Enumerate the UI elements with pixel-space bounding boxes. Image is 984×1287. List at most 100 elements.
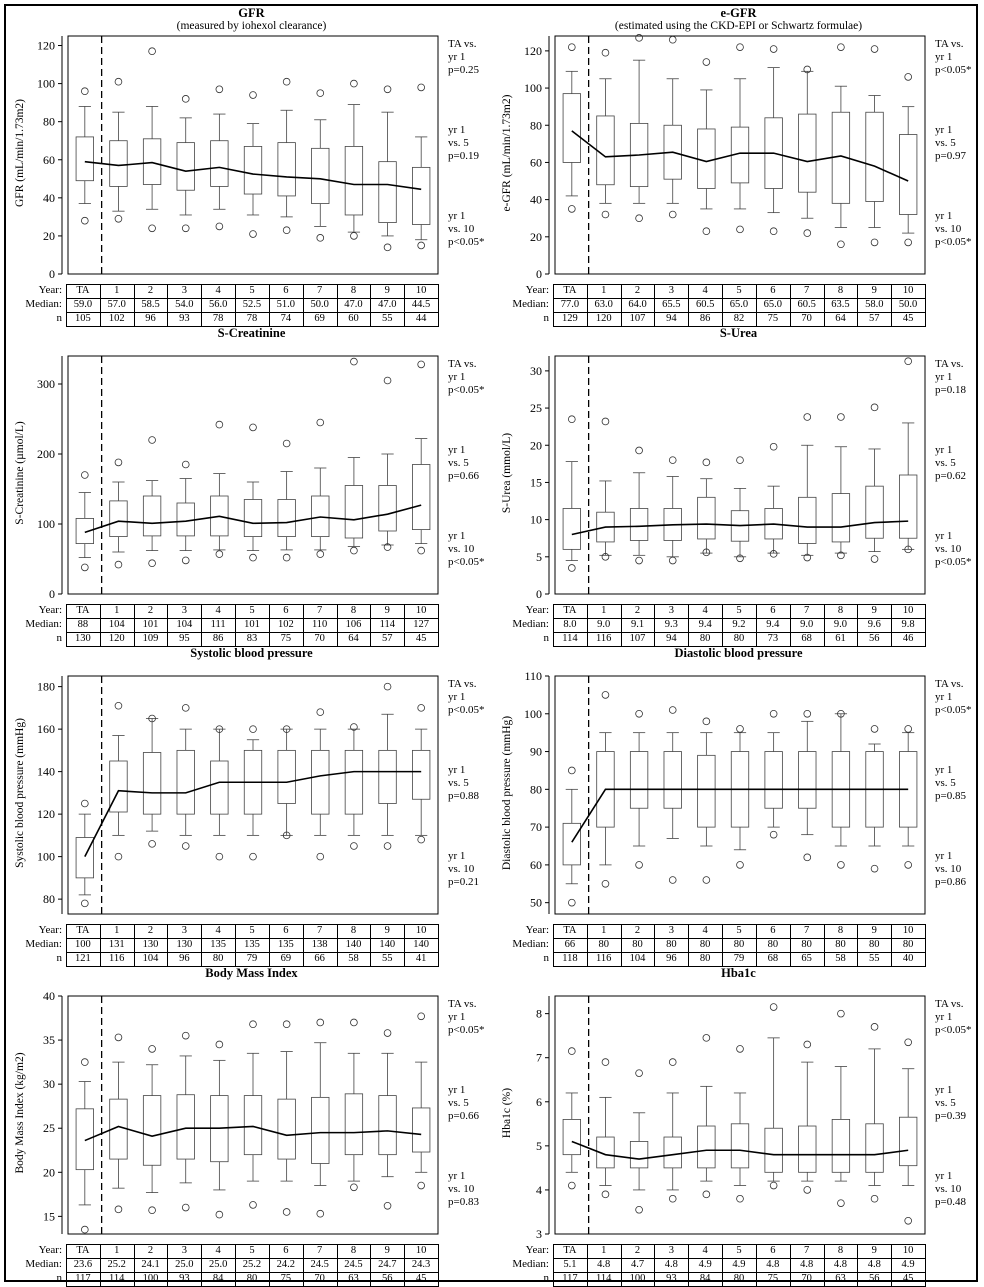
table-cell: 60.5 [695,298,715,310]
table-cell: 56 [869,1272,880,1284]
outlier-point [316,418,325,427]
outlier-point [215,725,224,733]
table-cell: 65.5 [662,298,681,310]
table-cell: 9.4 [766,618,780,630]
table-cell: 5 [736,1244,742,1256]
outlier-point [736,456,744,464]
table-row-label: Median: [512,938,549,950]
table-cell: 80 [699,632,711,644]
table-cell: 10 [902,604,914,616]
box-iqr [311,147,330,204]
outlier-point [568,766,576,775]
table-cell: 68 [767,952,779,964]
median-line [84,504,422,534]
table-cell: 24.5 [310,1258,329,1270]
table-cell: 9 [384,924,390,936]
outlier-point [215,1040,224,1049]
box-iqr [697,128,716,189]
box-iqr [378,161,397,223]
y-tick-label: 35 [43,1033,55,1047]
table-row-label: Year: [38,1244,62,1256]
table-cell: 101 [244,618,260,630]
chart-panel-5: Diastolic blood pressure 50 60 70 80 90 100 110… [493,646,984,967]
box-iqr [798,1125,817,1173]
table-row-label: n [543,1272,550,1284]
outlier-point [904,238,912,247]
table-cell: 55 [869,952,880,964]
outlier-point [148,1206,156,1215]
box-iqr [378,749,397,804]
table-cell: 96 [666,952,677,964]
table-cell: 2 [634,284,641,296]
outlier-point [81,563,89,572]
table-cell: 10 [415,924,427,936]
table-cell: 116 [596,632,612,644]
p-value-annotation: yr 1 vs. 5 p=0.88 [448,764,479,802]
table-cell: 80 [733,632,745,644]
outlier-point [181,556,190,565]
outlier-point [568,43,576,51]
table-cell: 6 [283,924,289,936]
box-iqr [142,495,162,537]
chart-panel-4: Systolic blood pressure 80 100 120 140 160 180… [6,646,497,967]
outlier-point [870,725,879,733]
table-cell: 100 [629,1272,646,1284]
box-iqr [562,93,581,163]
outlier-point [316,852,325,861]
table-cell: 9.0 [800,618,814,630]
y-tick-label: 180 [37,680,55,694]
box-iqr [378,1095,397,1156]
table-cell: 4.8 [833,1258,847,1270]
outlier-point [568,415,576,424]
outlier-point [383,85,392,94]
table-cell: 4 [702,1244,708,1256]
table-cell: 120 [595,312,612,324]
table-cell: 80 [902,938,914,950]
table-cell: 3 [181,924,187,936]
outlier-point [282,77,291,86]
table-cell: 58.0 [865,298,884,310]
table-cell: 8 [837,924,844,936]
table-cell: 10 [902,1244,914,1256]
outlier-point [736,554,744,563]
table-cell: 8 [837,284,844,296]
table-cell: 93 [666,1272,677,1284]
outlier-point [904,73,912,81]
table-cell: 135 [244,938,260,950]
table-cell: 5 [249,1244,255,1256]
outlier-point [215,222,224,231]
table-cell: 75 [280,1272,292,1284]
table-cell: 10 [902,284,914,296]
plot-frame [554,675,926,915]
box-iqr [730,1123,750,1169]
table-cell: 104 [108,618,125,630]
table-cell: 4.9 [901,1258,915,1270]
outlier-point [568,1047,576,1055]
outlier-point [601,879,610,888]
outlier-point [148,714,156,723]
chart-panel-2: S-Creatinine 0 100 200 300 S-Creatinine (µmol… [6,326,497,647]
outlier-point [769,442,778,451]
table-cell: 9.0 [597,618,611,630]
outlier-point [702,548,711,557]
plot-frame [67,35,439,275]
outlier-point [350,842,358,850]
table-cell: 107 [629,632,646,644]
outlier-point [114,1033,123,1042]
table-cell: 57 [382,632,393,644]
outlier-point [81,471,89,479]
y-tick-label: 20 [43,1165,55,1179]
table-cell: 63 [835,1272,846,1284]
outlier-point [837,240,845,249]
box-iqr [210,760,229,815]
table-cell: 9.1 [630,618,645,630]
table-cell: 58.5 [141,298,160,310]
y-tick-label: 20 [530,230,542,244]
table-cell: 64 [348,632,359,644]
p-value-annotation: yr 1 vs. 5 p=0.62 [935,444,966,482]
table-cell: 45 [415,632,427,644]
outlier-point [736,1045,744,1053]
table-row-label: n [56,632,63,644]
box-iqr [277,749,296,804]
table-cell-border [404,952,439,967]
